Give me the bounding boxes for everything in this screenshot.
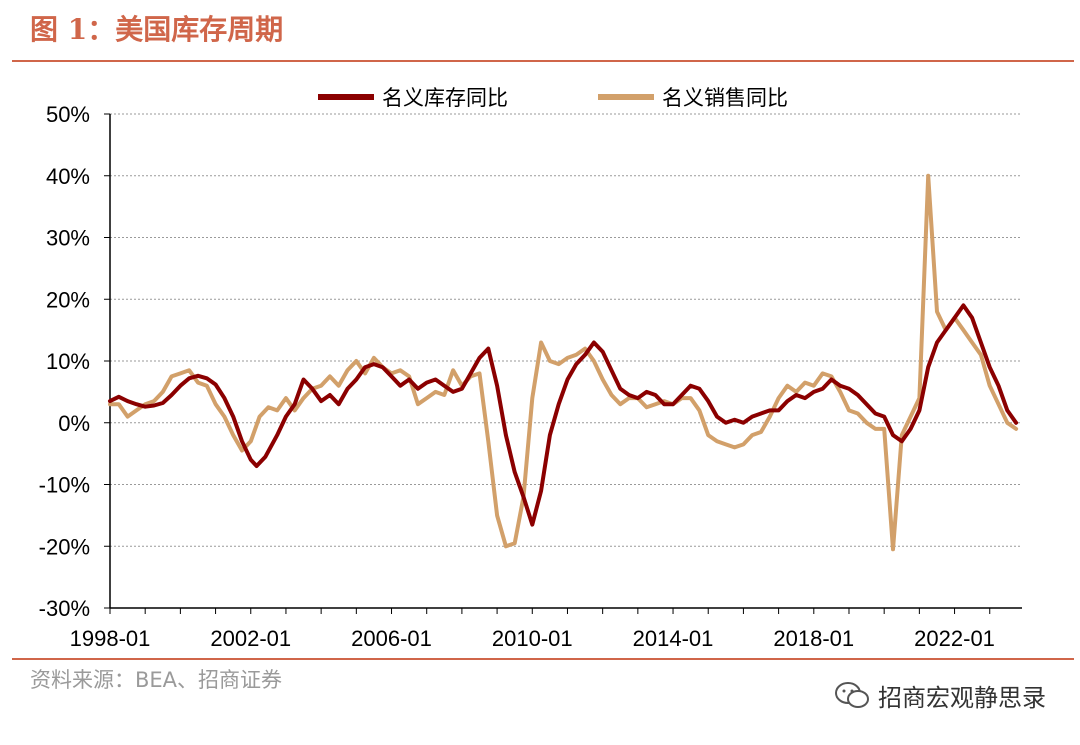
bottom-divider xyxy=(12,658,1074,660)
x-tick-label: 2010-01 xyxy=(492,626,573,651)
figure-title: 图 1：美国库存周期 xyxy=(30,13,284,46)
y-tick-label: 0% xyxy=(58,411,90,436)
gridlines xyxy=(110,113,1022,547)
x-tick-label: 2014-01 xyxy=(633,626,714,651)
series-line-sales xyxy=(108,173,1019,552)
x-axis: 1998-01 2002-01 2006-01 2010-01 2014-01 2018-… xyxy=(70,607,1022,651)
x-tick-label: 2022-01 xyxy=(914,626,995,651)
series-line-inventory xyxy=(108,303,1019,527)
line-chart: -30% -20% -10% 0% 10% 20% 30% 40% 50% 1998-01 200… xyxy=(39,86,1022,651)
y-tick-label: 20% xyxy=(46,287,90,312)
y-tick-label: 30% xyxy=(46,226,90,251)
y-tick-label: -20% xyxy=(39,534,90,559)
series-lines xyxy=(108,173,1019,552)
x-tick-label: 1998-01 xyxy=(70,626,151,651)
y-tick-label: 40% xyxy=(46,164,90,189)
legend-label-sales: 名义销售同比 xyxy=(662,86,788,110)
y-tick-label: 50% xyxy=(46,102,90,127)
source-note: 资料来源：BEA、招商证券 xyxy=(30,668,283,692)
y-tick-label: -30% xyxy=(39,596,90,621)
legend-label-inventory: 名义库存同比 xyxy=(382,86,508,110)
top-divider xyxy=(12,60,1074,62)
wechat-icon xyxy=(835,681,869,708)
x-tick-label: 2006-01 xyxy=(351,626,432,651)
watermark-text: 招商宏观静思录 xyxy=(878,684,1046,712)
x-tick-label: 2018-01 xyxy=(773,626,854,651)
y-tick-label: 10% xyxy=(46,349,90,374)
watermark: 招商宏观静思录 xyxy=(834,678,1046,713)
x-tick-label: 2002-01 xyxy=(210,626,291,651)
y-axis: -30% -20% -10% 0% 10% 20% 30% 40% 50% xyxy=(39,102,111,621)
legend: 名义库存同比 名义销售同比 xyxy=(318,86,788,110)
y-tick-label: -10% xyxy=(39,473,90,498)
